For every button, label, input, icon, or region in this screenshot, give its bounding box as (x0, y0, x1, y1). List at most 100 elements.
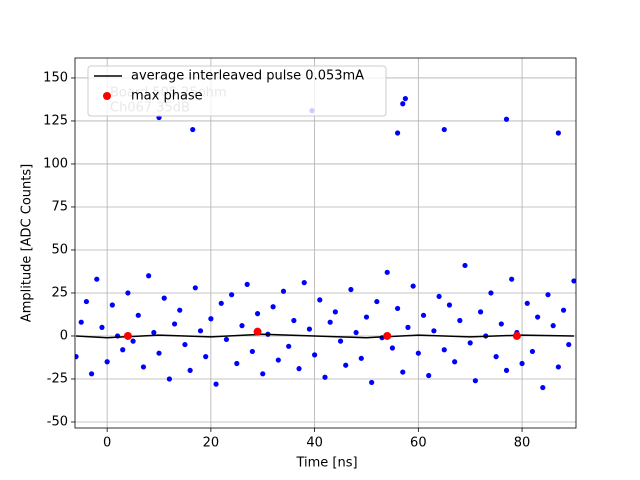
data-point (234, 360, 240, 367)
x-tick-label: 60 (410, 436, 427, 451)
data-point (130, 338, 136, 344)
data-point (125, 290, 131, 296)
y-axis-label: Amplitude [ADC Counts] (20, 164, 35, 322)
data-point (120, 347, 126, 353)
data-point (446, 302, 453, 308)
plot-area (75, 95, 576, 391)
data-point (123, 331, 132, 340)
x-axis-label: Time [ns] (295, 456, 357, 471)
data-point (509, 276, 515, 282)
data-point (218, 300, 224, 306)
data-point (83, 298, 90, 305)
data-point (389, 345, 396, 351)
y-tick-label: -50 (47, 414, 68, 429)
data-point (402, 95, 408, 102)
data-point (415, 350, 421, 356)
data-point (151, 329, 157, 336)
data-point (161, 295, 167, 301)
data-point (348, 286, 354, 293)
data-point (270, 304, 276, 310)
x-tick-label: 80 (514, 436, 531, 451)
data-point (384, 269, 390, 275)
data-point (540, 384, 546, 391)
data-point (135, 312, 141, 318)
data-point (312, 352, 318, 358)
data-point (280, 288, 287, 294)
data-point (249, 348, 255, 355)
data-point (332, 309, 338, 315)
x-tick-label: 20 (203, 436, 220, 451)
data-point (223, 336, 230, 343)
axes-frame (74, 57, 577, 429)
data-point (337, 338, 344, 344)
data-point (400, 369, 406, 375)
data-point (156, 350, 162, 356)
data-point (383, 331, 392, 340)
data-point (394, 305, 401, 312)
data-point (503, 367, 510, 373)
data-point (493, 354, 499, 360)
data-point (291, 317, 297, 324)
data-point (441, 126, 447, 133)
data-point (166, 376, 172, 382)
data-point (436, 293, 442, 300)
data-point (208, 316, 214, 322)
data-point (78, 319, 84, 325)
data-point (171, 321, 178, 327)
y-tick-label: 125 (43, 113, 68, 128)
data-point (187, 367, 193, 373)
data-point (560, 307, 567, 313)
data-point (420, 312, 427, 318)
y-tick-label: 0 (60, 328, 68, 343)
data-point (566, 341, 572, 348)
y-tick-label: 150 (43, 70, 68, 85)
data-point (286, 343, 292, 349)
data-point (260, 371, 266, 377)
data-point (426, 372, 432, 379)
data-point (197, 328, 204, 334)
data-point (146, 273, 152, 279)
data-point (353, 329, 359, 336)
data-point (498, 321, 504, 327)
data-point (306, 326, 313, 332)
data-point (441, 347, 447, 353)
data-point (488, 290, 494, 296)
data-point (369, 379, 375, 386)
data-point (229, 292, 235, 298)
data-point (462, 262, 468, 269)
legend-box (87, 65, 387, 117)
data-point (75, 354, 79, 360)
data-point (254, 311, 261, 317)
x-tick-label: 0 (103, 436, 111, 451)
data-point (555, 130, 561, 136)
x-tick-label: 40 (306, 436, 323, 451)
data-point (94, 276, 100, 282)
data-point (457, 317, 463, 324)
y-tick-label: 100 (43, 156, 68, 171)
data-point (213, 381, 219, 387)
data-point (301, 280, 307, 286)
data-point (322, 374, 328, 380)
data-point (182, 341, 188, 348)
data-point (203, 354, 209, 360)
data-point (467, 340, 473, 346)
data-point (275, 357, 281, 363)
data-point (529, 348, 536, 355)
data-point (545, 292, 551, 298)
data-point (512, 331, 521, 340)
data-point (400, 101, 406, 107)
legend-label: max phase (131, 89, 203, 104)
legend-label: average interleaved pulse 0.053mA (131, 69, 364, 84)
y-tick-label: 25 (51, 285, 68, 300)
data-point (177, 307, 183, 313)
data-point (477, 309, 484, 315)
data-point (535, 314, 541, 320)
data-point (190, 126, 196, 133)
data-point (405, 324, 411, 330)
data-point (358, 355, 364, 361)
data-point (327, 319, 333, 325)
data-point (99, 324, 105, 330)
data-point (109, 302, 115, 308)
data-point (296, 366, 302, 372)
